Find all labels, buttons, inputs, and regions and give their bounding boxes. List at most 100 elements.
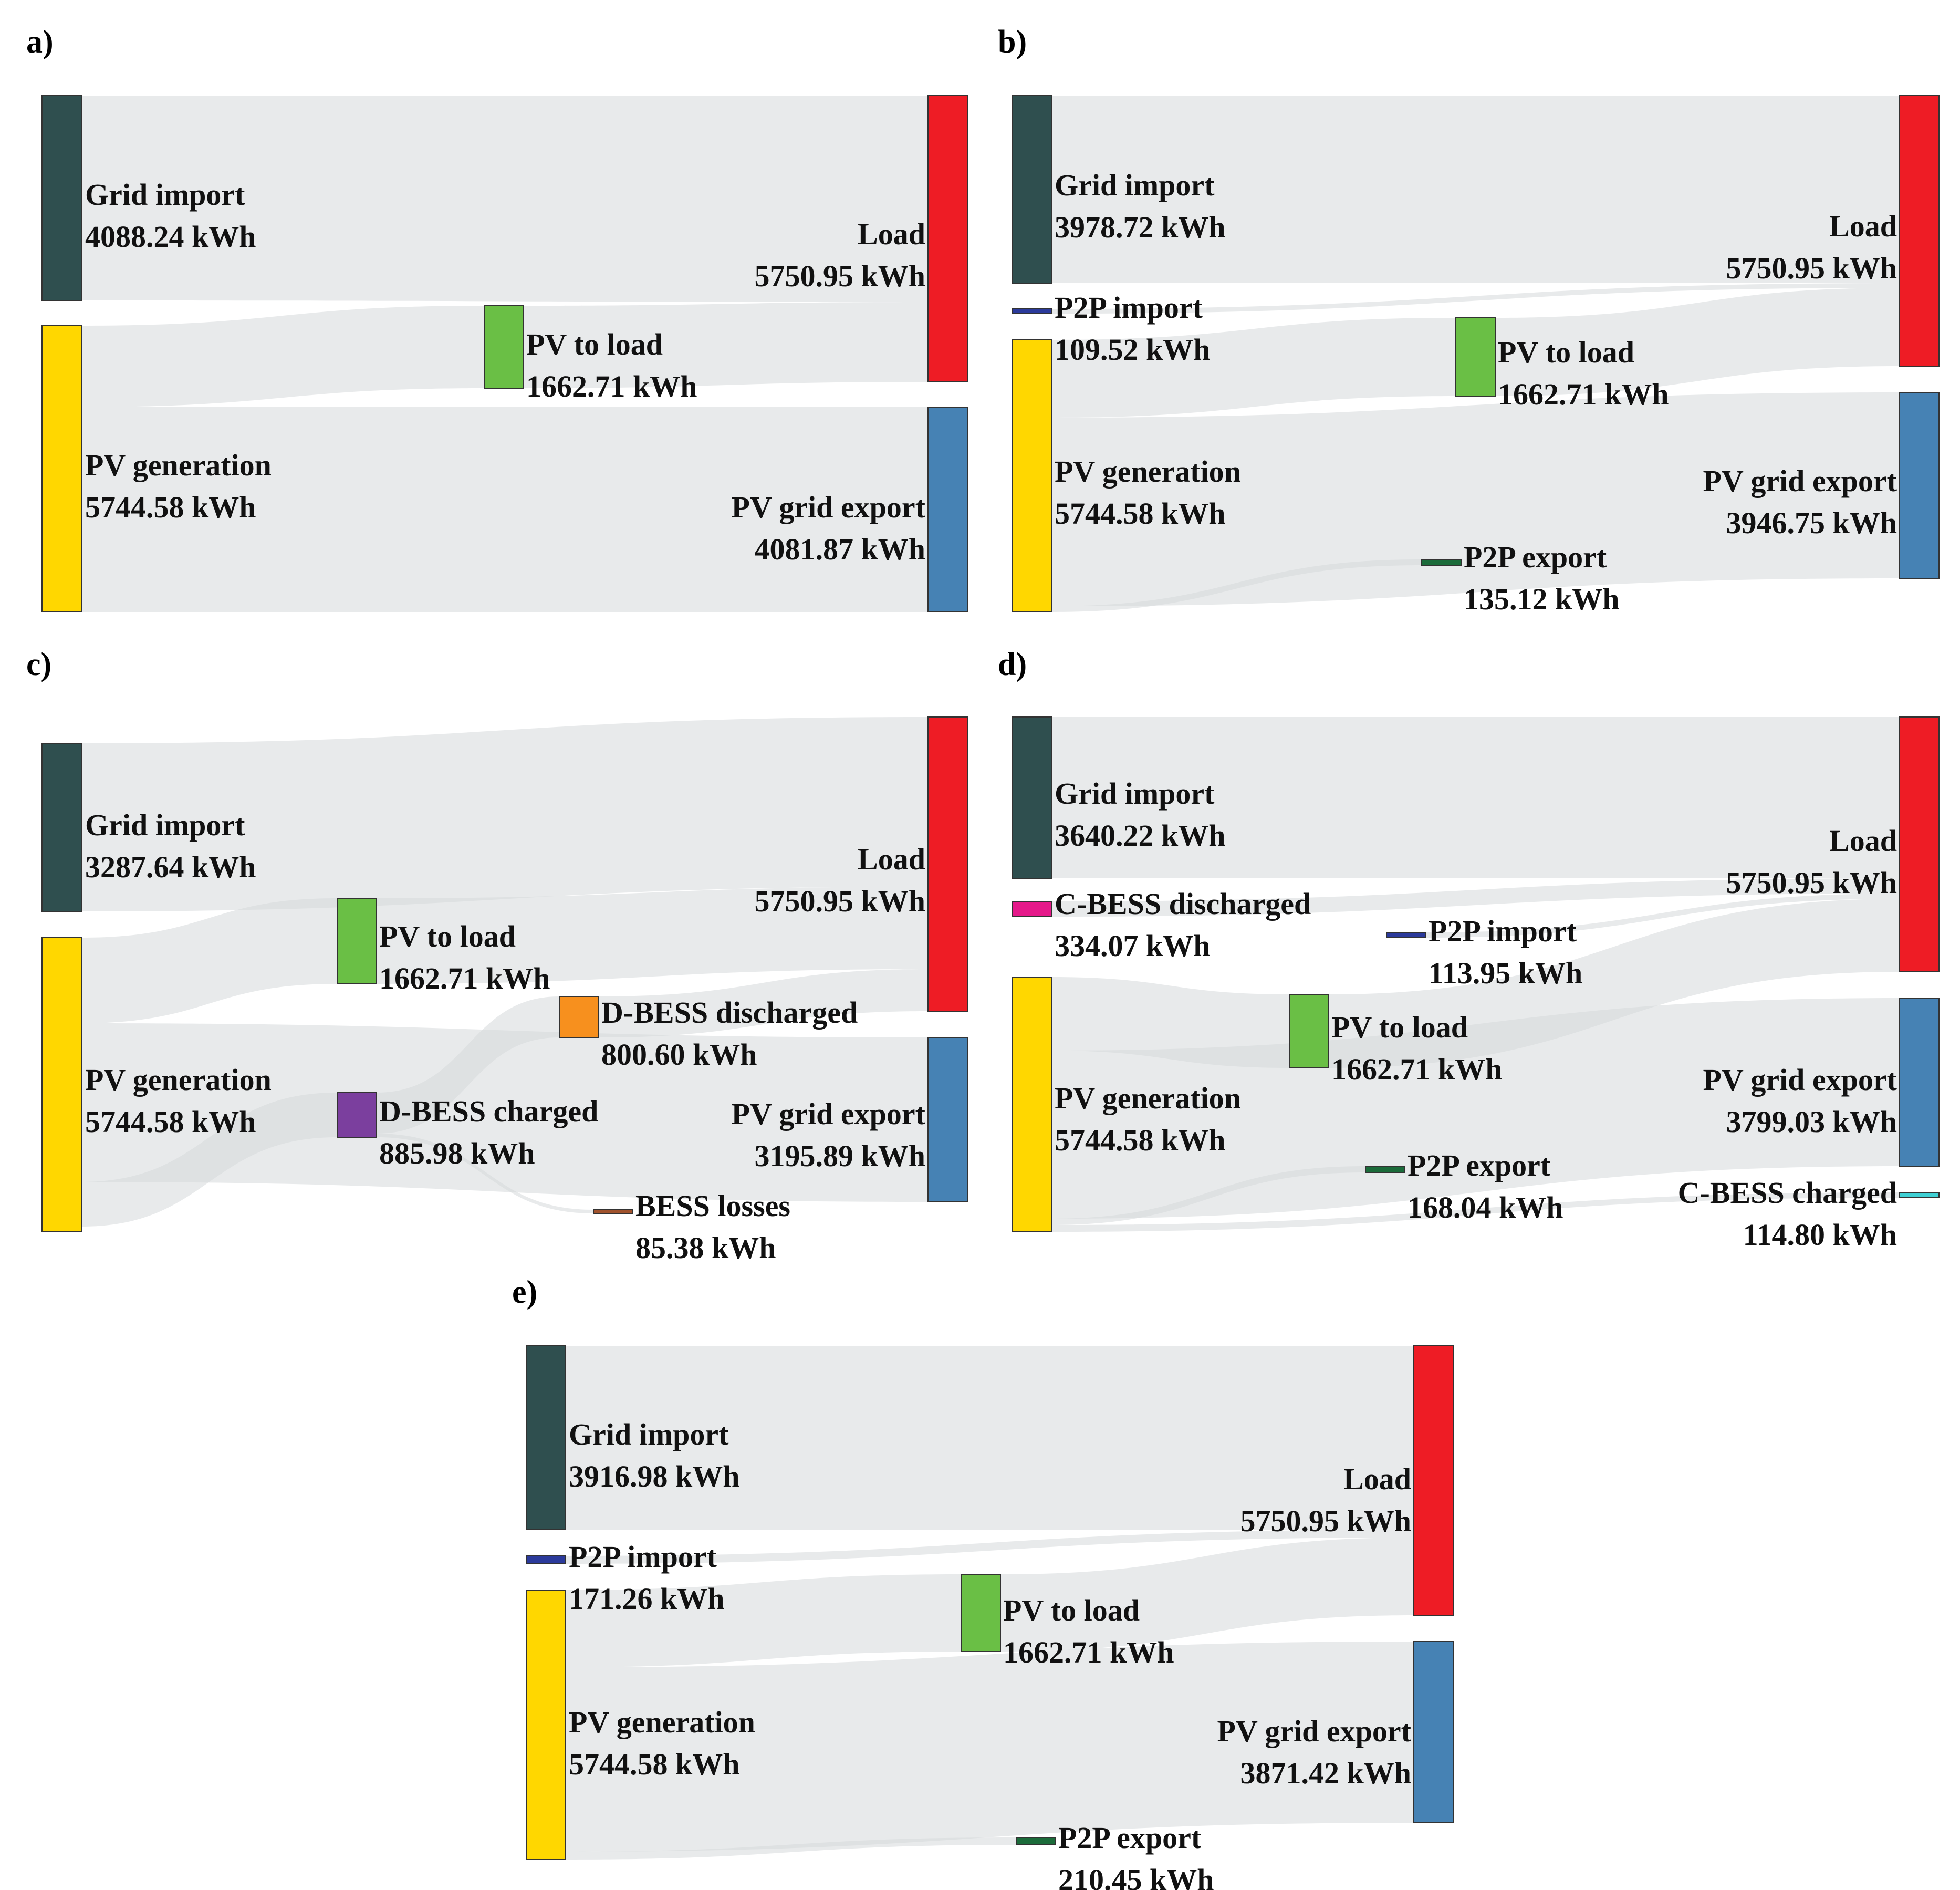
node-value: 168.04 kWh — [1408, 1190, 1563, 1224]
node-label-grid: Grid import 3916.98 kWh — [569, 1417, 740, 1493]
node-value: 800.60 kWh — [601, 1037, 757, 1072]
node-label-pvload: PV to load 1662.71 kWh — [379, 919, 550, 995]
node-grid — [1012, 716, 1052, 879]
node-name: PV to load — [379, 919, 516, 953]
node-label-pv: PV generation 5744.58 kWh — [85, 1063, 272, 1139]
link-grid-to-load — [566, 1346, 1414, 1530]
node-value: 5744.58 kWh — [1055, 1123, 1226, 1157]
node-label-load: Load 5750.95 kWh — [754, 217, 925, 293]
node-pv — [1012, 339, 1052, 612]
node-label-grid: Grid import 3978.72 kWh — [1055, 168, 1226, 244]
node-value: 85.38 kWh — [635, 1231, 776, 1265]
node-value: 4081.87 kWh — [754, 532, 925, 566]
node-name: PV to load — [526, 327, 663, 361]
node-label-pvload: PV to load 1662.71 kWh — [1498, 335, 1669, 411]
node-name: P2P import — [569, 1540, 717, 1574]
panel-letter-2: b) — [998, 24, 1027, 60]
panel-letter-3: c) — [26, 647, 51, 682]
node-label-p2pexp: P2P export 210.45 kWh — [1058, 1821, 1214, 1890]
node-grid — [1012, 95, 1052, 284]
link-p2pimp-to-load — [1426, 894, 1900, 938]
node-label-pvload: PV to load 1662.71 kWh — [1331, 1010, 1503, 1086]
node-pvload — [961, 1574, 1001, 1652]
node-export — [1899, 998, 1940, 1167]
node-pv — [1012, 977, 1052, 1232]
link-pv-to-pvload — [81, 898, 337, 1023]
node-name: Grid import — [1055, 168, 1215, 202]
node-load — [1413, 1345, 1454, 1616]
node-export — [927, 1037, 968, 1202]
link-pv-to-p2pexp — [1051, 1166, 1365, 1225]
node-load — [927, 95, 968, 382]
panel-letter-5: e) — [512, 1274, 537, 1310]
node-label-grid: Grid import 3287.64 kWh — [85, 808, 256, 884]
node-value: 5750.95 kWh — [1726, 251, 1897, 285]
node-grid — [41, 95, 82, 301]
node-name: PV to load — [1498, 335, 1634, 369]
node-loss — [593, 1209, 633, 1214]
link-pv-to-p2pexp — [1051, 559, 1422, 612]
node-name: BESS losses — [635, 1189, 790, 1223]
node-name: D-BESS discharged — [601, 995, 858, 1030]
node-value: 5750.95 kWh — [754, 884, 925, 918]
node-name: P2P import — [1055, 290, 1203, 325]
link-pvload-to-load — [1495, 288, 1900, 396]
links-layer — [81, 96, 1900, 1860]
node-label-export: PV grid export 3195.89 kWh — [732, 1097, 926, 1173]
link-pv-to-ccharge — [1051, 1192, 1900, 1232]
node-name: Grid import — [1055, 776, 1215, 811]
node-load — [927, 716, 968, 1012]
node-load — [1899, 716, 1940, 972]
link-pvload-to-load — [524, 302, 928, 388]
node-value: 1662.71 kWh — [1498, 377, 1669, 411]
link-pv-to-export — [566, 1642, 1414, 1852]
node-name: P2P export — [1408, 1148, 1551, 1182]
node-label-pvload: PV to load 1662.71 kWh — [1003, 1593, 1174, 1669]
node-label-load: Load 5750.95 kWh — [1240, 1462, 1411, 1538]
node-label-pv: PV generation 5744.58 kWh — [1055, 1081, 1241, 1157]
node-value: 1662.71 kWh — [1003, 1635, 1174, 1669]
node-value: 885.98 kWh — [379, 1136, 535, 1170]
node-ddis — [559, 996, 599, 1038]
node-name: C-BESS discharged — [1055, 887, 1311, 921]
node-label-p2pimp: P2P import 171.26 kWh — [569, 1540, 725, 1616]
link-pv-to-export — [81, 407, 928, 612]
link-pv-to-pvload — [1051, 318, 1456, 418]
node-name: PV grid export — [1703, 1063, 1898, 1097]
node-label-pvload: PV to load 1662.71 kWh — [526, 327, 697, 403]
node-label-dcharge: D-BESS charged 885.98 kWh — [379, 1094, 598, 1170]
link-grid-to-load — [81, 717, 928, 911]
node-export — [1413, 1641, 1454, 1823]
node-name: P2P export — [1464, 540, 1607, 574]
node-label-export: PV grid export 3946.75 kWh — [1703, 464, 1898, 540]
node-value: 3287.64 kWh — [85, 850, 256, 884]
node-value: 3916.98 kWh — [569, 1459, 740, 1493]
node-label-loss: BESS losses 85.38 kWh — [635, 1189, 790, 1265]
node-value: 1662.71 kWh — [1331, 1052, 1503, 1086]
node-value: 5750.95 kWh — [754, 259, 925, 293]
node-load — [1899, 95, 1940, 367]
labels-layer: a) Grid import 4088.24 kWh PV generation 574… — [26, 24, 1898, 1890]
node-p2pexp — [1016, 1837, 1056, 1845]
node-grid — [41, 743, 82, 912]
node-name: PV grid export — [732, 1097, 926, 1131]
panel-letter-4: d) — [998, 647, 1027, 682]
node-label-ddis: D-BESS discharged 800.60 kWh — [601, 995, 858, 1072]
node-label-pv: PV generation 5744.58 kWh — [85, 448, 272, 524]
node-name: PV to load — [1003, 1593, 1140, 1627]
node-value: 3640.22 kWh — [1055, 818, 1226, 853]
node-name: C-BESS charged — [1678, 1176, 1897, 1210]
link-pvload-to-load — [377, 887, 928, 984]
link-pv-to-pvload — [566, 1574, 961, 1667]
node-label-export: PV grid export 3871.42 kWh — [1217, 1714, 1412, 1790]
node-name: Load — [1829, 824, 1897, 858]
node-value: 5744.58 kWh — [569, 1747, 740, 1781]
node-cdis — [1012, 901, 1052, 917]
node-value: 210.45 kWh — [1058, 1863, 1214, 1890]
node-value: 4088.24 kWh — [85, 220, 256, 254]
node-name: P2P export — [1058, 1821, 1202, 1855]
node-label-load: Load 5750.95 kWh — [754, 842, 925, 918]
node-value: 3978.72 kWh — [1055, 210, 1226, 244]
node-name: PV generation — [85, 448, 272, 482]
node-value: 5744.58 kWh — [1055, 496, 1226, 531]
